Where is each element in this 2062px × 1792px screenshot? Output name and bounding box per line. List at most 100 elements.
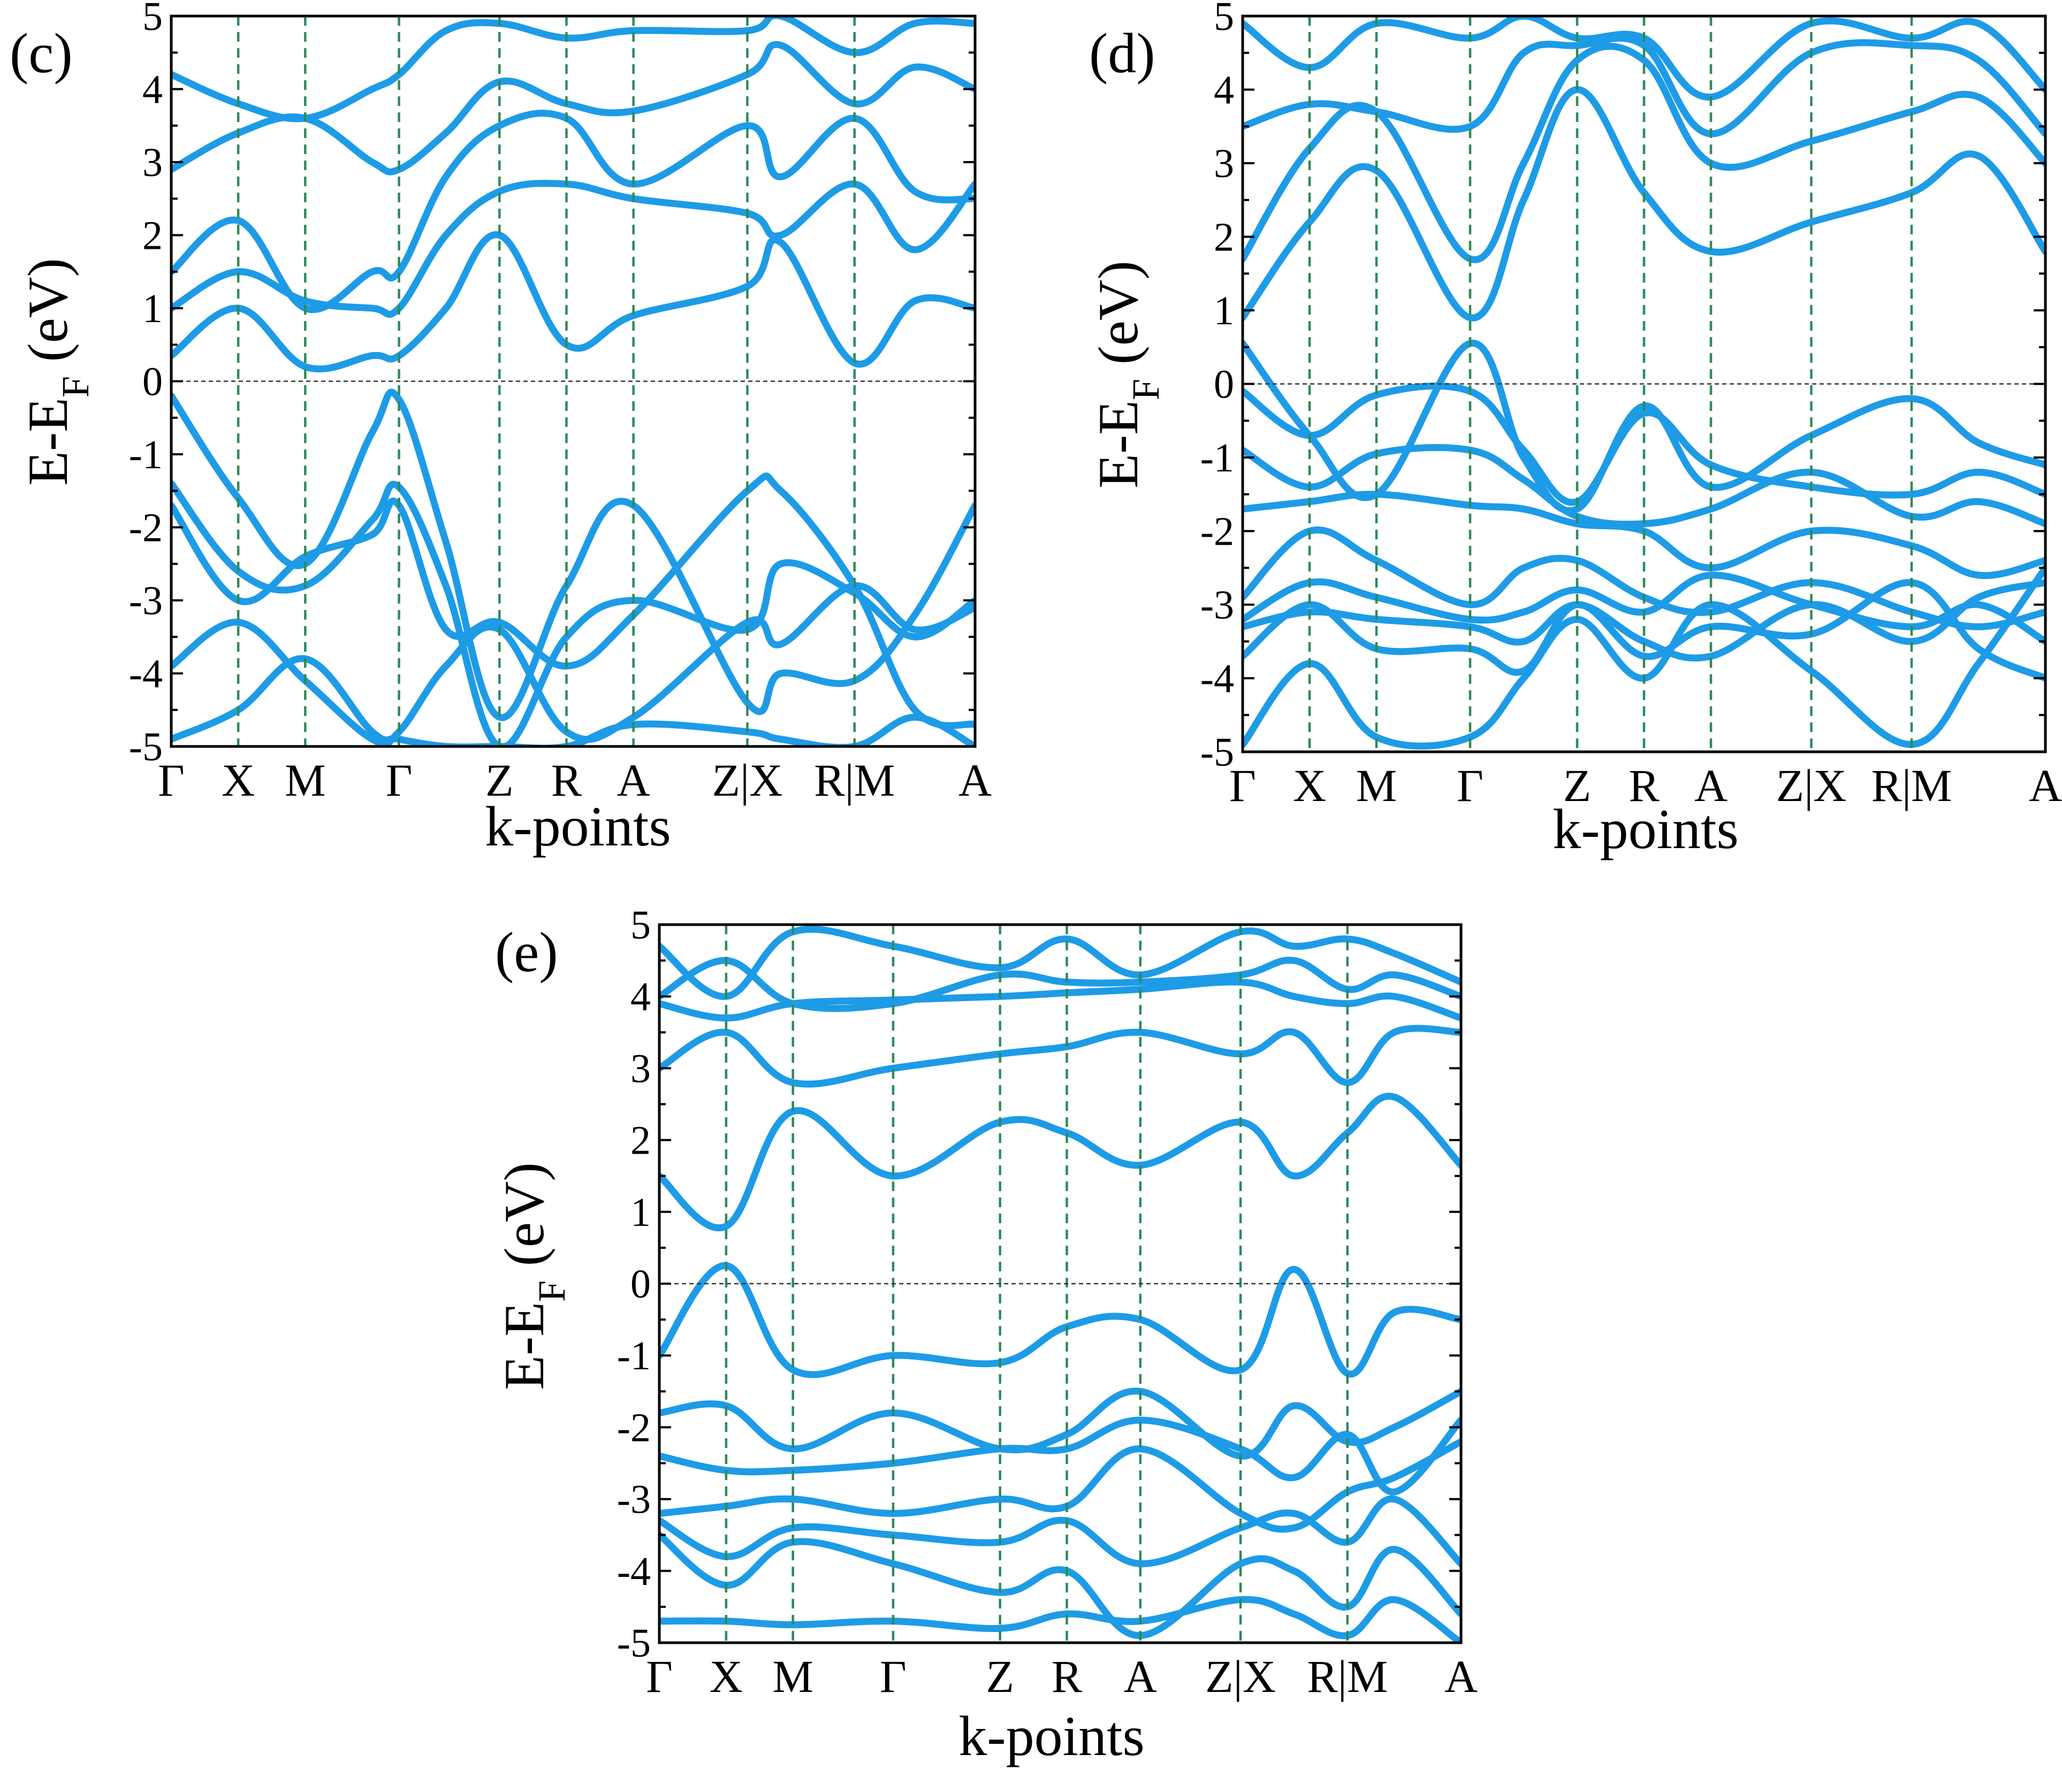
band-line-c-vb2: [171, 480, 975, 746]
y-tick-label-e-1: 4: [630, 974, 651, 1019]
kpoint-label-c-7: Z|X: [712, 754, 783, 806]
y-tick-label-e-3: 2: [630, 1118, 651, 1163]
kpoint-label-e-9: A: [1444, 1651, 1478, 1702]
panel-d: (d) E-EF (eV) k-points 543210-1-2-3-4-5Γ…: [1087, 0, 2062, 860]
band-line-d-cb4: [1243, 16, 2045, 101]
y-axis-label-main-c: E-E: [17, 398, 79, 486]
band-line-e-cb5: [659, 926, 1461, 1000]
y-axis-label-main-e: E-E: [493, 1302, 556, 1390]
kpoint-label-d-1: X: [1293, 760, 1326, 811]
kpoint-label-d-5: R: [1629, 760, 1660, 811]
band-line-e-cb1: [659, 1093, 1461, 1231]
y-tick-label-c-3: 2: [142, 213, 163, 258]
y-tick-label-e-6: -1: [617, 1333, 651, 1378]
y-tick-label-d-1: 4: [1214, 68, 1234, 113]
y-tick-label-e-0: 5: [630, 903, 651, 948]
kpoint-label-e-2: M: [772, 1651, 813, 1702]
panel-label-c: (c): [10, 22, 73, 85]
y-tick-label-d-2: 3: [1214, 141, 1234, 186]
kpoint-label-c-6: A: [617, 754, 650, 806]
kpoint-label-c-1: X: [222, 754, 255, 806]
band-line-e-cb2: [659, 1025, 1461, 1088]
y-tick-label-d-8: -3: [1200, 583, 1234, 628]
x-axis-label-c: k-points: [485, 795, 671, 858]
band-line-c-vb3: [171, 472, 975, 729]
band-line-d-vb8: [1243, 579, 2045, 682]
kpoint-label-e-4: Z: [986, 1651, 1014, 1702]
y-tick-label-d-0: 5: [1214, 0, 1234, 39]
kpoint-label-e-1: X: [710, 1651, 743, 1702]
band-line-e-vb5: [659, 1495, 1461, 1567]
y-tick-label-c-8: -3: [129, 578, 163, 623]
y-tick-label-d-7: -2: [1200, 509, 1234, 554]
kpoint-label-d-0: Γ: [1229, 760, 1256, 811]
y-axis-label-d: E-EF (eV): [1087, 261, 1167, 489]
band-line-d-vb4: [1243, 491, 2045, 579]
y-tick-label-c-6: -1: [129, 432, 163, 477]
kpoint-label-e-5: R: [1052, 1651, 1083, 1702]
band-line-e-vb6: [659, 1531, 1461, 1640]
kpoint-label-c-5: R: [551, 754, 582, 806]
y-tick-label-d-6: -1: [1200, 436, 1234, 481]
band-line-d-vb2: [1243, 382, 2045, 506]
band-line-c-cb4: [171, 41, 975, 176]
y-tick-label-c-7: -2: [129, 506, 163, 551]
band-line-c-cb1: [171, 231, 975, 372]
kpoint-label-d-7: Z|X: [1776, 760, 1847, 811]
panel-c: (c) E-EF (eV) k-points 543210-1-2-3-4-5Γ…: [10, 0, 992, 858]
panel-label-e: (e): [495, 921, 558, 983]
kpoint-label-c-2: M: [285, 754, 325, 806]
y-tick-label-c-9: -4: [129, 652, 163, 697]
kpoint-label-d-3: Γ: [1457, 760, 1483, 811]
plot-area-c: [171, 16, 975, 746]
y-axis-label-e: E-EF (eV): [493, 1162, 573, 1390]
x-axis-label-d: k-points: [1553, 798, 1738, 860]
kpoint-label-d-9: A: [2029, 760, 2062, 811]
kpoint-label-c-0: Γ: [158, 754, 185, 806]
plot-area-e: [659, 925, 1461, 1643]
y-tick-label-e-9: -4: [617, 1549, 651, 1594]
y-tick-label-d-3: 2: [1214, 215, 1234, 260]
kpoint-label-d-6: A: [1694, 760, 1728, 811]
y-axis-label-unit-e: (eV): [493, 1162, 556, 1280]
band-line-c-vb4: [171, 582, 975, 746]
panel-e: (e) E-EF (eV) k-points 543210-1-2-3-4-5Γ…: [493, 903, 1478, 1767]
y-axis-label-sub-c: F: [54, 376, 97, 398]
band-line-e-vb2: [659, 1387, 1461, 1460]
x-axis-label-e: k-points: [958, 1705, 1144, 1767]
kpoint-label-e-6: A: [1124, 1651, 1157, 1702]
y-tick-label-c-4: 1: [142, 286, 163, 331]
band-line-e-vb1: [659, 1262, 1461, 1378]
kpoint-label-c-3: Γ: [386, 754, 413, 806]
y-tick-label-e-5: 0: [630, 1262, 651, 1307]
kpoint-label-e-0: Γ: [646, 1651, 673, 1702]
y-axis-label-sub-d: F: [1124, 379, 1167, 400]
y-tick-label-e-8: -3: [617, 1477, 651, 1522]
y-tick-label-e-10: -5: [617, 1621, 651, 1666]
y-tick-label-d-4: 1: [1214, 288, 1234, 333]
y-tick-label-c-10: -5: [129, 725, 163, 769]
y-axis-label-sub-e: F: [530, 1280, 573, 1302]
y-tick-label-c-1: 4: [142, 67, 163, 112]
y-tick-label-c-2: 3: [142, 140, 163, 185]
panel-label-d: (d): [1089, 22, 1155, 85]
kpoint-label-e-3: Γ: [880, 1651, 907, 1702]
y-tick-label-e-7: -2: [617, 1405, 651, 1450]
kpoint-label-d-4: Z: [1563, 760, 1592, 811]
y-tick-label-c-0: 5: [142, 0, 163, 39]
kpoint-label-e-7: Z|X: [1205, 1651, 1276, 1702]
band-line-d-vb9: [1243, 564, 2045, 750]
kpoint-label-c-9: A: [958, 754, 992, 806]
y-axis-label-unit-d: (eV): [1087, 261, 1150, 379]
kpoint-label-c-8: R|M: [814, 754, 895, 806]
kpoint-label-d-8: R|M: [1871, 760, 1952, 811]
band-line-d-cb1: [1243, 86, 2045, 322]
y-tick-label-d-10: -5: [1200, 730, 1234, 775]
band-line-e-vb7: [659, 1596, 1461, 1643]
y-axis-label-main-d: E-E: [1087, 400, 1150, 489]
band-line-e-vb4: [659, 1438, 1461, 1533]
y-axis-label-c: E-EF (eV): [17, 258, 97, 486]
band-line-c-cb5: [171, 16, 975, 123]
